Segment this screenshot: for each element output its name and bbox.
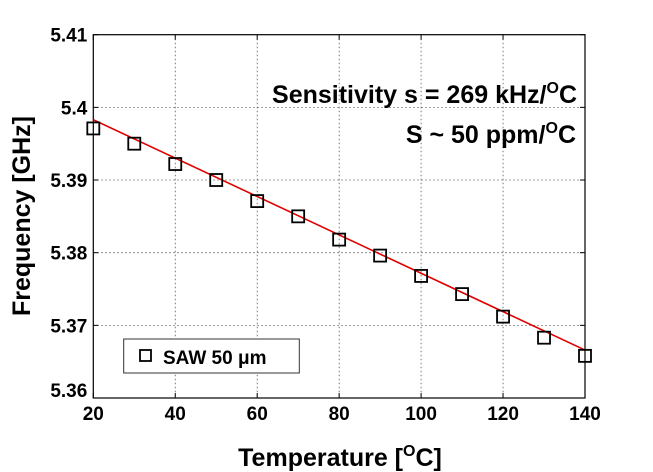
data-point [250,194,265,208]
x-tick-label: 100 [405,404,437,425]
annotation-sensitivity: Sensitivity s = 269 kHz/OC [272,80,577,109]
legend-label: SAW 50 μm [163,348,267,369]
x-tick-label: 20 [83,404,104,425]
data-point [332,232,347,247]
x-tick-label: 80 [329,404,350,425]
y-tick-label: 5.4 [61,98,88,119]
x-tick-label: 60 [247,404,268,425]
legend: SAW 50 μm [123,338,300,374]
x-tick-label: 120 [487,404,519,425]
legend-marker [139,349,152,362]
x-tick-label: 40 [165,404,186,425]
y-tick-label: 5.38 [50,244,87,265]
data-point [168,157,183,171]
data-point [414,269,429,283]
data-point [291,209,306,224]
data-point [86,121,101,136]
data-point [127,136,142,151]
data-point [496,309,510,324]
x-axis-label: Temperature [OC] [238,443,442,472]
annotation-ppm: S ~ 50 ppm/OC [406,120,576,149]
y-axis-label: Frequency [GHz] [8,116,36,316]
data-point [373,248,388,263]
y-tick-label: 5.41 [50,26,87,47]
data-point [455,287,469,301]
data-point [578,348,592,363]
data-point [209,173,224,187]
data-point [537,330,551,345]
y-tick-label: 5.36 [50,381,87,402]
y-tick-label: 5.37 [50,316,87,337]
x-tick-label: 140 [569,404,601,425]
y-tick-label: 5.39 [50,171,87,192]
